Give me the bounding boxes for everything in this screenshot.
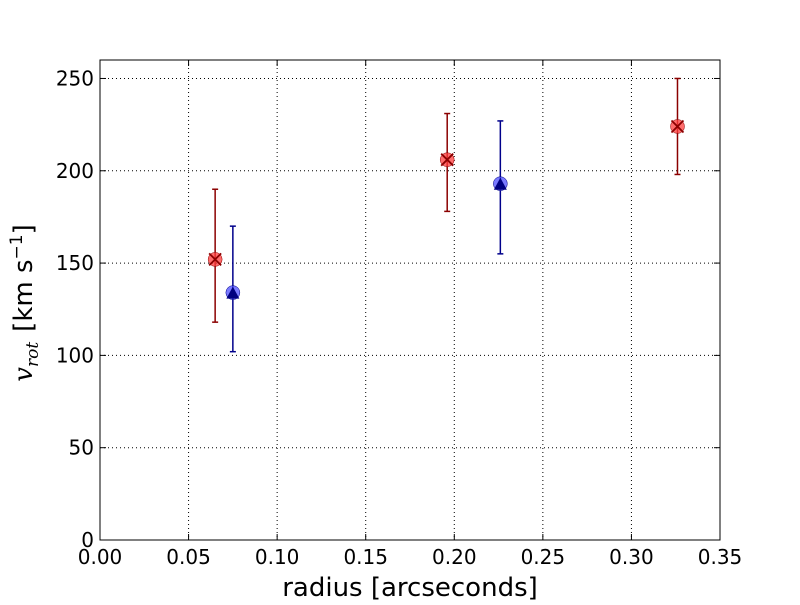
y-axis-symbol-subscript: rot — [23, 342, 43, 367]
point-marker-x — [670, 119, 685, 134]
y-axis-unit-exponent: −1 — [7, 234, 27, 259]
y-axis-title: vrot [km s−1] — [7, 224, 43, 381]
data-point — [439, 112, 455, 213]
y-tick-label: 0 — [81, 528, 94, 552]
plot-frame — [99, 59, 721, 541]
data-point — [670, 77, 685, 176]
axis-ticks: 0.00 0.05 0.10 0.15 0.20 0.25 0.30 0.35 0 50 100 15… — [56, 60, 742, 569]
point-marker-triangle — [493, 177, 507, 190]
y-tick-label: 100 — [56, 343, 94, 367]
point-marker-x — [208, 252, 222, 267]
data-point — [493, 120, 508, 255]
data-point — [207, 188, 223, 323]
x-tick-label: 0.35 — [698, 545, 743, 569]
x-axis-title: radius [arcseconds] — [282, 573, 538, 600]
point-marker-x — [440, 153, 454, 167]
y-tick-label: 50 — [69, 436, 94, 460]
grid-lines — [100, 60, 720, 540]
x-tick-label: 0.20 — [432, 545, 477, 569]
y-tick-label: 250 — [56, 66, 94, 90]
point-marker-triangle — [226, 286, 240, 299]
y-axis-unit-close: ] — [9, 224, 39, 234]
y-axis-symbol: v — [9, 367, 39, 382]
y-tick-label: 150 — [56, 251, 94, 275]
x-tick-label: 0.30 — [609, 545, 654, 569]
data-series — [207, 77, 685, 353]
x-tick-label: 0.15 — [343, 545, 388, 569]
data-point — [225, 225, 241, 353]
y-axis-unit: [km s — [9, 259, 39, 331]
x-tick-label: 0.10 — [255, 545, 300, 569]
x-tick-label: 0.00 — [78, 545, 123, 569]
y-tick-label: 200 — [56, 159, 94, 183]
x-tick-label: 0.25 — [521, 545, 566, 569]
x-tick-label: 0.05 — [166, 545, 211, 569]
